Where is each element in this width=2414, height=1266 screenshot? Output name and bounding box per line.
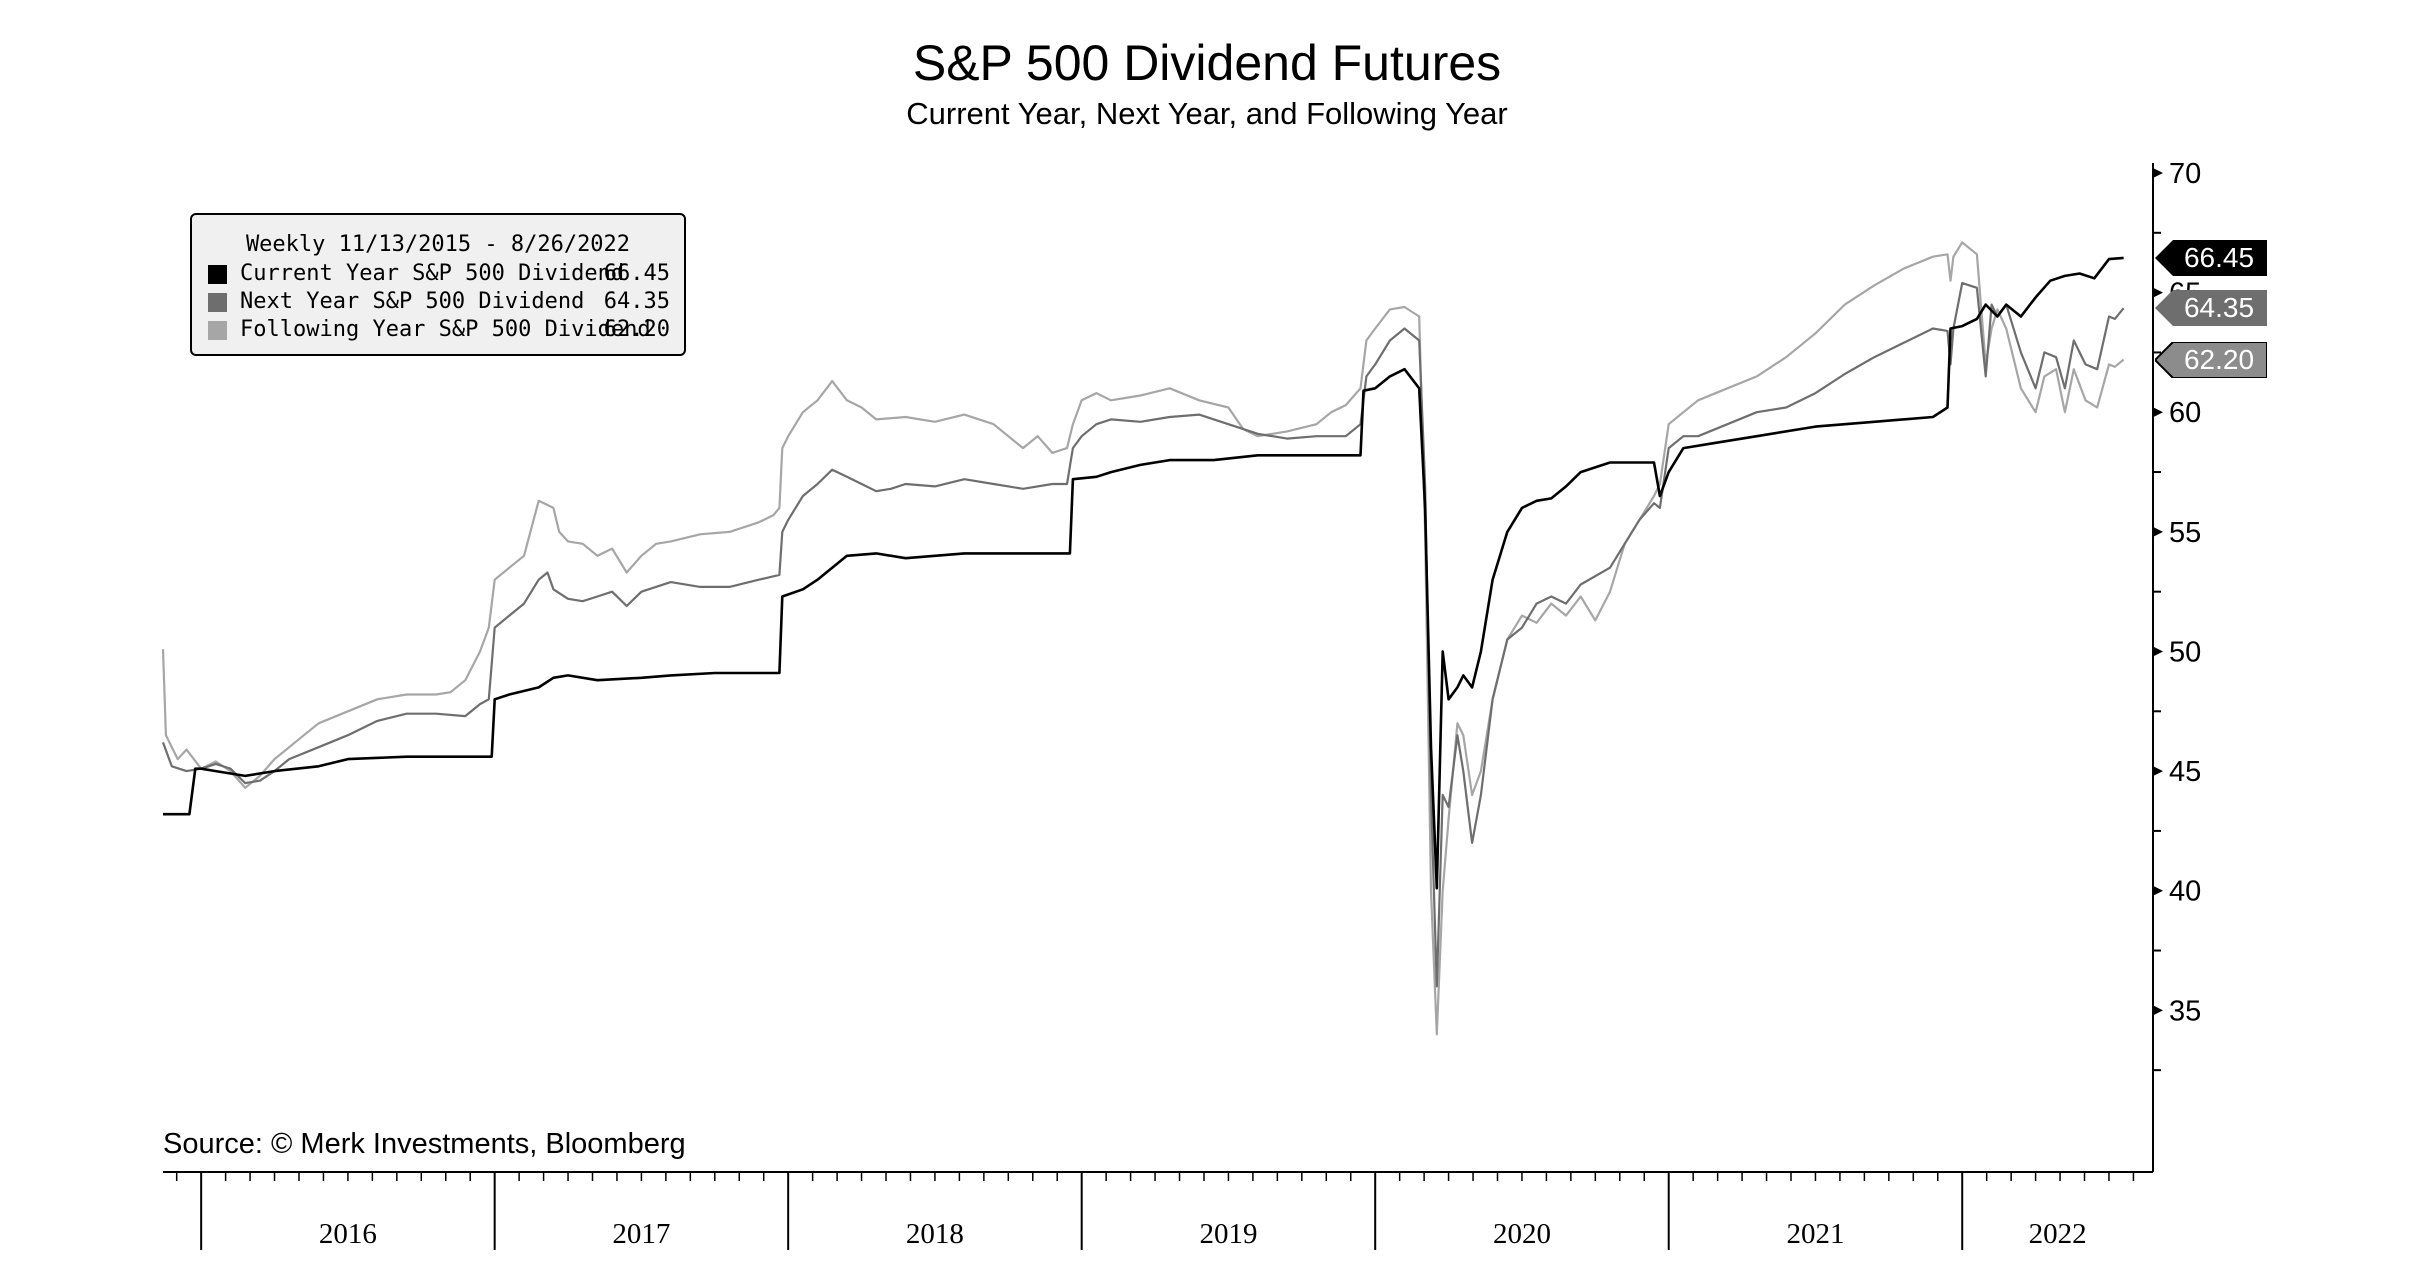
series-line-following-year bbox=[161, 241, 2125, 1036]
series-line-current-year bbox=[163, 256, 2124, 890]
y-tick-55 bbox=[2153, 526, 2163, 537]
chart-title: S&P 500 Dividend Futures bbox=[912, 35, 1502, 91]
y-tick-label-45: 45 bbox=[2169, 756, 2201, 788]
legend-label-current-year: Current Year S&P 500 Dividend bbox=[240, 261, 625, 286]
legend-swatch-following-year bbox=[208, 321, 227, 340]
legend-header: Weekly 11/13/2015 - 8/26/2022 bbox=[245, 232, 631, 257]
y-tick-label-60: 60 bbox=[2169, 397, 2201, 429]
series-line-next-year bbox=[161, 282, 2125, 988]
chart-axes: 3540455055606570201620172018201920202021… bbox=[163, 158, 2201, 1250]
x-year-label-2020: 2020 bbox=[1493, 1218, 1551, 1250]
legend-swatch-current-year bbox=[208, 265, 227, 284]
legend-label-following-year: Following Year S&P 500 Dividend bbox=[240, 317, 651, 342]
chart-subtitle: Current Year, Next Year, and Following Y… bbox=[906, 96, 1508, 131]
y-tick-label-35: 35 bbox=[2169, 995, 2201, 1027]
x-year-label-2019: 2019 bbox=[1199, 1218, 1257, 1250]
last-value-following-year: 62.20 bbox=[2183, 343, 2255, 375]
source-note: Source: © Merk Investments, Bloomberg bbox=[163, 1128, 686, 1160]
legend-value-current-year: 66.45 bbox=[603, 261, 670, 286]
y-tick-70 bbox=[2153, 168, 2163, 178]
x-year-label-2016: 2016 bbox=[319, 1218, 377, 1250]
y-tick-label-40: 40 bbox=[2169, 876, 2201, 908]
y-tick-60 bbox=[2153, 407, 2163, 418]
y-tick-65 bbox=[2153, 287, 2163, 298]
last-value-next-year: 64.35 bbox=[2183, 292, 2255, 324]
legend-box: Weekly 11/13/2015 - 8/26/2022 Current Ye… bbox=[190, 213, 686, 356]
x-year-label-2017: 2017 bbox=[612, 1218, 670, 1250]
x-year-label-2022: 2022 bbox=[2029, 1218, 2087, 1250]
legend-item-next-year: Next Year S&P 500 Dividend 64.35 bbox=[208, 289, 670, 317]
y-tick-45 bbox=[2153, 766, 2163, 777]
y-tick-35 bbox=[2153, 1005, 2163, 1016]
legend-label-next-year: Next Year S&P 500 Dividend bbox=[240, 289, 585, 314]
x-year-label-2018: 2018 bbox=[906, 1218, 964, 1250]
y-tick-40 bbox=[2153, 885, 2163, 896]
y-tick-label-70: 70 bbox=[2169, 158, 2201, 190]
legend-value-next-year: 64.35 bbox=[603, 289, 670, 314]
y-tick-label-55: 55 bbox=[2169, 517, 2201, 549]
series-layer bbox=[161, 241, 2125, 1036]
last-value-current-year: 66.45 bbox=[2183, 241, 2255, 273]
legend-item-following-year: Following Year S&P 500 Dividend 62.20 bbox=[208, 317, 670, 345]
legend-value-following-year: 62.20 bbox=[603, 317, 670, 342]
y-tick-50 bbox=[2153, 646, 2163, 657]
x-year-label-2021: 2021 bbox=[1786, 1218, 1844, 1250]
legend-swatch-next-year bbox=[208, 293, 227, 312]
y-tick-label-50: 50 bbox=[2169, 636, 2201, 668]
legend-item-current-year: Current Year S&P 500 Dividend 66.45 bbox=[208, 261, 670, 289]
